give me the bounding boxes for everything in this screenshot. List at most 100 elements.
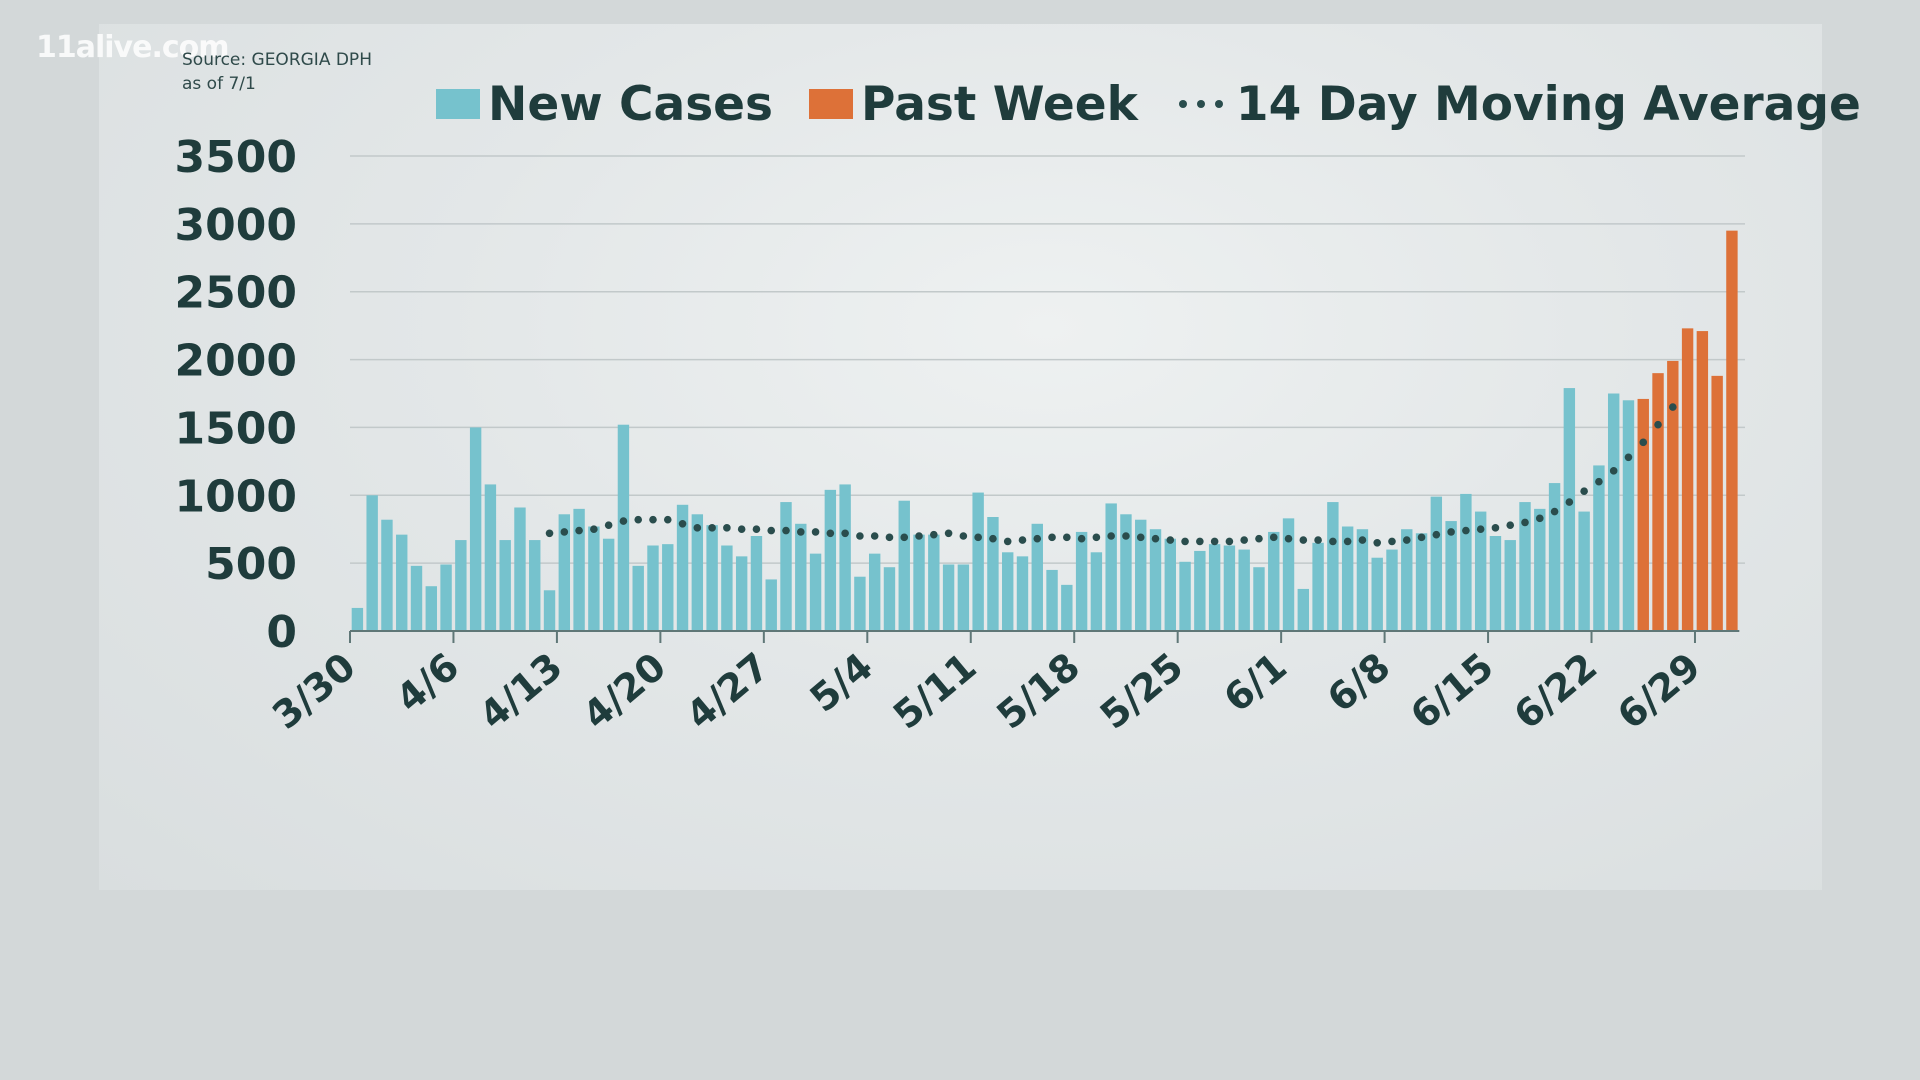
x-tick-label: 3/30 [264,644,364,738]
moving-average-point [782,527,790,535]
moving-average-point [708,524,716,532]
moving-average-point [974,534,982,542]
cases-bar-chart: 05001000150020002500300035003/30 4/6 4/13 4… [0,0,1920,1080]
y-tick-label: 3500 [175,132,297,183]
bar-new-cases [795,524,806,631]
bar-past-week [1682,328,1693,631]
moving-average-point [1639,439,1647,447]
bar-new-cases [1623,400,1634,631]
bar-new-cases [366,495,377,631]
bar-new-cases [1209,544,1220,631]
moving-average-point [1255,535,1263,543]
y-tick-label: 2000 [175,336,297,387]
moving-average-point [856,532,864,540]
bar-new-cases [618,425,629,631]
moving-average-point [1300,536,1308,544]
bar-new-cases [1224,546,1235,632]
x-tick-label: 6/1 [1215,644,1294,721]
moving-average-point [634,516,642,524]
bar-new-cases [1150,529,1161,631]
x-tick-label: 4/20 [574,644,674,738]
bar-new-cases [1238,550,1249,631]
moving-average-point [590,525,598,533]
moving-average-point [679,520,687,528]
moving-average-point [1595,478,1603,486]
bar-new-cases [766,579,777,631]
moving-average-point [1403,536,1411,544]
moving-average-point [827,529,835,537]
moving-average-point [1433,531,1441,539]
bar-new-cases [426,586,437,631]
bar-new-cases [662,544,673,631]
bar-new-cases [485,484,496,631]
moving-average-point [605,521,613,529]
moving-average-point [1107,532,1115,540]
bar-new-cases [529,540,540,631]
moving-average-point [546,529,554,537]
x-tick-label: 6/29 [1609,644,1709,738]
moving-average-point [575,527,583,535]
x-tick-label: 4/6 [388,644,467,721]
moving-average-point [1329,538,1337,546]
bar-new-cases [381,520,392,631]
moving-average-point [1521,519,1529,527]
moving-average-point [1093,534,1101,542]
bar-new-cases [736,556,747,631]
bar-new-cases [810,554,821,631]
moving-average-point [1492,524,1500,532]
bar-new-cases [1120,514,1131,631]
x-tick-label: 6/8 [1319,644,1398,721]
moving-average-point [1551,508,1559,516]
bar-new-cases [1490,536,1501,631]
y-tick-label: 2500 [175,268,297,319]
bar-new-cases [751,536,762,631]
moving-average-point [1462,527,1470,535]
x-tick-label: 4/27 [678,644,778,738]
bar-new-cases [1017,556,1028,631]
bar-new-cases [1357,529,1368,631]
bar-past-week [1711,376,1722,631]
moving-average-point [945,529,953,537]
moving-average-point [1211,538,1219,546]
x-tick-label: 5/18 [988,644,1088,738]
y-tick-label: 0 [266,607,297,658]
moving-average-point [649,516,657,524]
bar-new-cases [692,514,703,631]
moving-average-point [1063,534,1071,542]
bar-new-cases [1593,465,1604,631]
bar-new-cases [780,502,791,631]
bar-new-cases [972,493,983,631]
bar-new-cases [1179,562,1190,631]
moving-average-point [1078,535,1086,543]
moving-average-point [797,528,805,536]
moving-average-point [1270,534,1278,542]
x-tick-label: 5/25 [1092,644,1192,738]
moving-average-point [1506,521,1514,529]
bar-new-cases [1327,502,1338,631]
bar-new-cases [1298,589,1309,631]
bar-new-cases [1165,539,1176,631]
bar-new-cases [544,590,555,631]
moving-average-point [1152,535,1160,543]
x-tick-label: 6/22 [1506,644,1606,738]
moving-average-point [767,527,775,535]
bar-new-cases [603,539,614,631]
bar-new-cases [854,577,865,631]
moving-average-point [694,524,702,532]
bar-past-week [1726,231,1737,631]
bar-new-cases [514,508,525,632]
moving-average-point [1181,538,1189,546]
bar-new-cases [1386,550,1397,631]
x-tick-label: 6/15 [1402,644,1502,738]
moving-average-point [1019,536,1027,544]
bar-new-cases [1002,552,1013,631]
bar-new-cases [913,535,924,631]
moving-average-point [753,525,761,533]
moving-average-point [1447,528,1455,536]
moving-average-point [620,517,628,525]
bar-new-cases [884,567,895,631]
bar-new-cases [1534,509,1545,631]
moving-average-point [1418,534,1426,542]
bar-new-cases [943,565,954,632]
moving-average-point [1610,467,1618,475]
